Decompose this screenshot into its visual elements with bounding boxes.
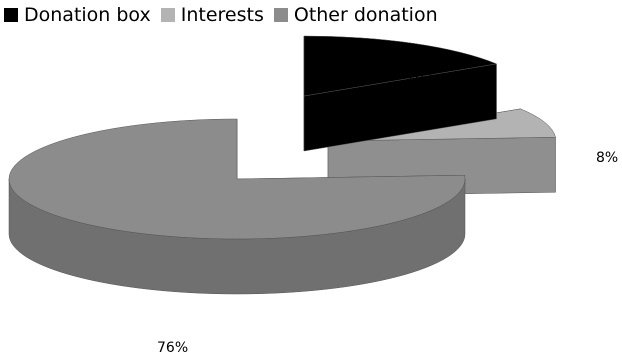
data-label-interests: 8% <box>596 150 618 166</box>
legend-item-donation-box: Donation box <box>4 4 151 26</box>
legend-label-other-donation: Other donation <box>293 4 438 26</box>
legend-item-other-donation: Other donation <box>273 4 438 26</box>
pie-slice-other-donation <box>8 118 466 240</box>
data-label-other-donation: 76% <box>157 340 188 356</box>
legend-label-interests: Interests <box>180 4 264 26</box>
data-label-donation-box: 16% <box>406 68 437 84</box>
pie-slice-donation-box <box>303 35 498 97</box>
chart-legend: Donation box Interests Other donation <box>4 2 448 28</box>
legend-label-donation-box: Donation box <box>24 4 151 26</box>
legend-item-interests: Interests <box>160 4 264 26</box>
legend-swatch-donation-box <box>4 8 18 22</box>
pie-layer <box>8 35 556 295</box>
legend-swatch-other-donation <box>273 8 288 22</box>
legend-swatch-interests <box>160 8 175 22</box>
